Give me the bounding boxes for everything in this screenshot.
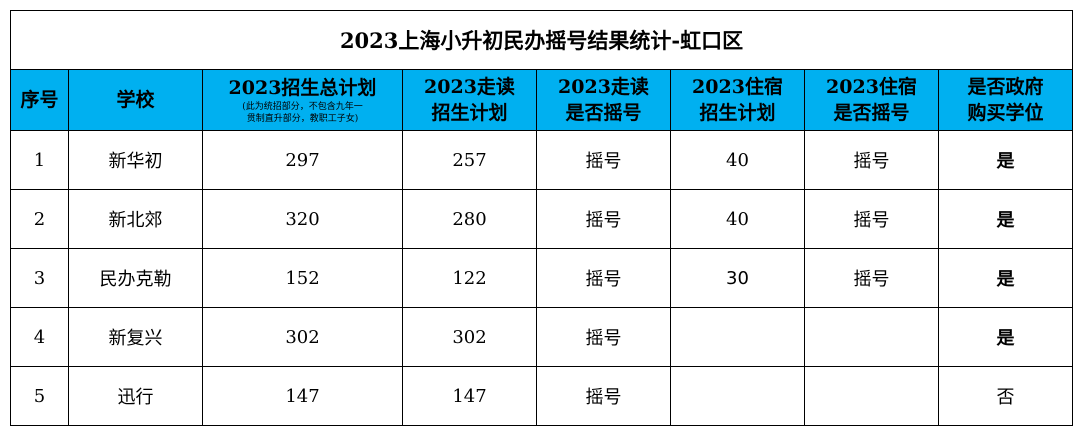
cell-board-plan: 30	[670, 248, 805, 308]
cell-day-plan: 122	[402, 248, 537, 308]
header-board-plan: 2023住宿 招生计划	[670, 69, 805, 131]
cell-board-lottery	[804, 366, 939, 426]
cell-board-plan: 40	[670, 189, 805, 249]
cell-board-plan	[670, 307, 805, 367]
header-day-plan: 2023走读 招生计划	[402, 69, 537, 131]
table-row: 4 新复兴 302 302 摇号 是	[10, 307, 1074, 367]
cell-total-plan: 152	[202, 248, 403, 308]
cell-gov-purchase: 否	[937, 366, 1074, 426]
header-total-plan-note-1: (此为统招部分，不包含九年一	[242, 102, 363, 112]
cell-school: 新复兴	[68, 307, 203, 367]
header-board-plan-line-2: 招生计划	[699, 102, 776, 124]
header-gov-purchase: 是否政府 购买学位	[937, 69, 1074, 131]
cell-seq: 1	[10, 130, 69, 190]
cell-seq: 4	[10, 307, 69, 367]
cell-gov-purchase: 是	[937, 307, 1074, 367]
cell-board-lottery: 摇号	[804, 130, 939, 190]
header-total-plan-label: 2023招生总计划	[228, 77, 377, 99]
header-day-lottery: 2023走读 是否摇号	[536, 69, 671, 131]
cell-gov-purchase: 是	[937, 130, 1074, 190]
cell-day-lottery: 摇号	[536, 130, 671, 190]
cell-board-lottery: 摇号	[804, 189, 939, 249]
cell-day-plan: 302	[402, 307, 537, 367]
header-board-lottery-line-2: 是否摇号	[833, 102, 910, 124]
header-row: 序号 学校 2023招生总计划 (此为统招部分，不包含九年一 贯制直升部分，教职…	[10, 69, 1074, 131]
table-row: 3 民办克勒 152 122 摇号 30 摇号 是	[10, 248, 1074, 308]
cell-school: 新北郊	[68, 189, 203, 249]
lottery-results-table: 2023上海小升初民办摇号结果统计-虹口区 序号 学校 2023招生总计划 (此…	[9, 10, 1074, 426]
cell-day-plan: 257	[402, 130, 537, 190]
cell-gov-purchase: 是	[937, 189, 1074, 249]
table-row: 2 新北郊 320 280 摇号 40 摇号 是	[10, 189, 1074, 249]
cell-school: 迅行	[68, 366, 203, 426]
cell-total-plan: 147	[202, 366, 403, 426]
cell-day-lottery: 摇号	[536, 189, 671, 249]
header-day-plan-line-2: 招生计划	[431, 102, 508, 124]
cell-total-plan: 297	[202, 130, 403, 190]
title-row: 2023上海小升初民办摇号结果统计-虹口区	[9, 10, 1074, 70]
header-total-plan: 2023招生总计划 (此为统招部分，不包含九年一 贯制直升部分，教职工子女)	[202, 69, 403, 131]
header-board-plan-line-1: 2023住宿	[692, 76, 783, 98]
cell-school: 民办克勒	[68, 248, 203, 308]
header-seq: 序号	[10, 69, 69, 131]
cell-day-lottery: 摇号	[536, 307, 671, 367]
header-gov-purchase-line-1: 是否政府	[967, 76, 1044, 98]
header-gov-purchase-line-2: 购买学位	[967, 102, 1044, 124]
cell-board-lottery	[804, 307, 939, 367]
header-school: 学校	[68, 69, 203, 131]
header-board-lottery: 2023住宿 是否摇号	[804, 69, 939, 131]
header-day-lottery-line-2: 是否摇号	[565, 102, 642, 124]
cell-board-lottery: 摇号	[804, 248, 939, 308]
cell-board-plan	[670, 366, 805, 426]
cell-seq: 2	[10, 189, 69, 249]
cell-seq: 3	[10, 248, 69, 308]
cell-day-lottery: 摇号	[536, 366, 671, 426]
cell-day-lottery: 摇号	[536, 248, 671, 308]
cell-total-plan: 302	[202, 307, 403, 367]
cell-day-plan: 280	[402, 189, 537, 249]
header-total-plan-note-2: 贯制直升部分，教职工子女)	[246, 114, 359, 124]
cell-day-plan: 147	[402, 366, 537, 426]
cell-seq: 5	[10, 366, 69, 426]
cell-school: 新华初	[68, 130, 203, 190]
table-row: 5 迅行 147 147 摇号 否	[10, 366, 1074, 426]
cell-gov-purchase: 是	[937, 248, 1074, 308]
cell-total-plan: 320	[202, 189, 403, 249]
cell-board-plan: 40	[670, 130, 805, 190]
header-board-lottery-line-1: 2023住宿	[826, 76, 917, 98]
header-day-plan-line-1: 2023走读	[424, 76, 515, 98]
table-title: 2023上海小升初民办摇号结果统计-虹口区	[9, 10, 1074, 70]
header-day-lottery-line-1: 2023走读	[558, 76, 649, 98]
table-row: 1 新华初 297 257 摇号 40 摇号 是	[10, 130, 1074, 190]
